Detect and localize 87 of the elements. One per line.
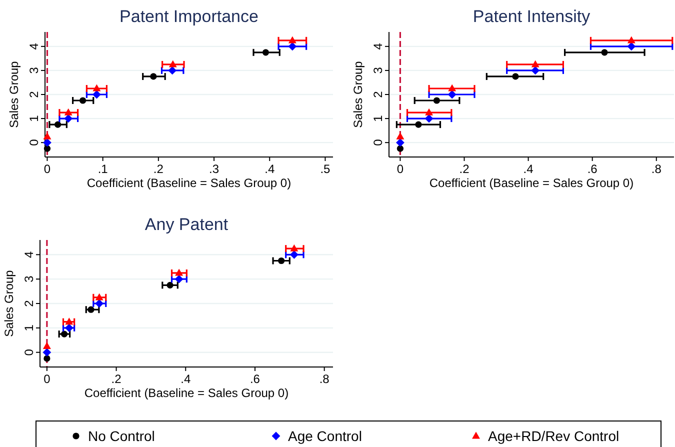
legend-label: Age Control [288,428,362,444]
x-tick-label: .6 [587,162,598,176]
y-axis-title: Sales Group [351,60,365,128]
point [95,299,104,308]
x-tick-label: .5 [320,162,331,176]
chart-title: Patent Importance [120,7,258,26]
point [627,36,636,44]
y-tick-label: 2 [22,300,36,307]
point [396,138,404,147]
x-axis-title: Coefficient (Baseline = Sales Group 0) [84,386,289,400]
x-tick-label: .1 [98,162,108,176]
point [433,97,440,104]
point [288,36,296,44]
point [42,348,52,357]
x-tick-label: .4 [523,162,534,176]
point [531,60,540,68]
point [65,318,74,325]
y-tick-label: 0 [371,138,385,146]
x-axis-title: Coefficient (Baseline = Sales Group 0) [429,176,634,190]
y-tick-label: 3 [22,275,36,282]
point [601,49,608,56]
y-tick-label: 0 [22,348,36,356]
point [627,42,636,51]
point [448,90,456,99]
point [60,330,68,338]
chart-title: Patent Intensity [472,7,591,26]
point [424,114,434,123]
y-tick-label: 3 [27,66,41,74]
point [278,257,285,264]
point [44,145,51,152]
point [95,293,104,300]
legend-label: No Control [88,428,155,444]
y-tick-label: 1 [371,114,385,122]
y-tick-label: 4 [22,251,36,258]
point [80,97,86,104]
point [175,268,184,276]
point [290,244,298,252]
x-tick-label: .2 [459,162,470,176]
point [425,108,434,116]
point [42,342,51,350]
point [64,114,73,123]
point [92,84,101,92]
point [166,282,174,288]
x-tick-label: .3 [209,162,220,176]
point [43,138,52,147]
y-axis-title: Sales Group [7,60,21,128]
chart-title: Any Patent [144,215,228,234]
point [290,250,298,259]
point [531,66,540,75]
point [512,73,519,80]
legend-label: Age+RD/Rev Control [488,428,620,444]
y-axis-title: Sales Group [2,270,16,337]
y-tick-label: 0 [27,138,41,146]
y-tick-label: 1 [27,114,41,122]
y-tick-label: 4 [27,42,41,50]
x-tick-label: 0 [44,372,51,386]
point [64,108,72,116]
point [54,121,62,128]
point [262,49,270,56]
x-tick-label: .4 [180,372,191,386]
point [43,132,52,140]
x-tick-label: 0 [396,162,404,176]
x-tick-label: .2 [153,162,164,176]
x-tick-label: .8 [651,162,662,176]
x-tick-label: .6 [250,372,260,386]
point [288,42,297,51]
point [168,60,177,68]
x-tick-label: .8 [319,372,330,386]
point [44,355,50,362]
point [396,132,404,140]
point [64,324,74,332]
point [415,121,422,128]
point [396,145,404,152]
x-tick-label: .2 [111,372,122,386]
x-axis-title: Coefficient (Baseline = Sales Group 0) [86,176,292,190]
point [174,274,184,284]
point [88,306,94,313]
y-tick-label: 2 [27,90,41,98]
x-tick-label: 0 [44,162,51,176]
x-tick-label: .4 [264,162,275,176]
y-tick-label: 3 [371,66,385,74]
y-tick-label: 1 [22,324,36,332]
y-tick-label: 2 [371,90,385,98]
y-tick-label: 4 [371,42,385,50]
point [150,73,157,80]
point [448,84,456,92]
point [168,66,177,75]
